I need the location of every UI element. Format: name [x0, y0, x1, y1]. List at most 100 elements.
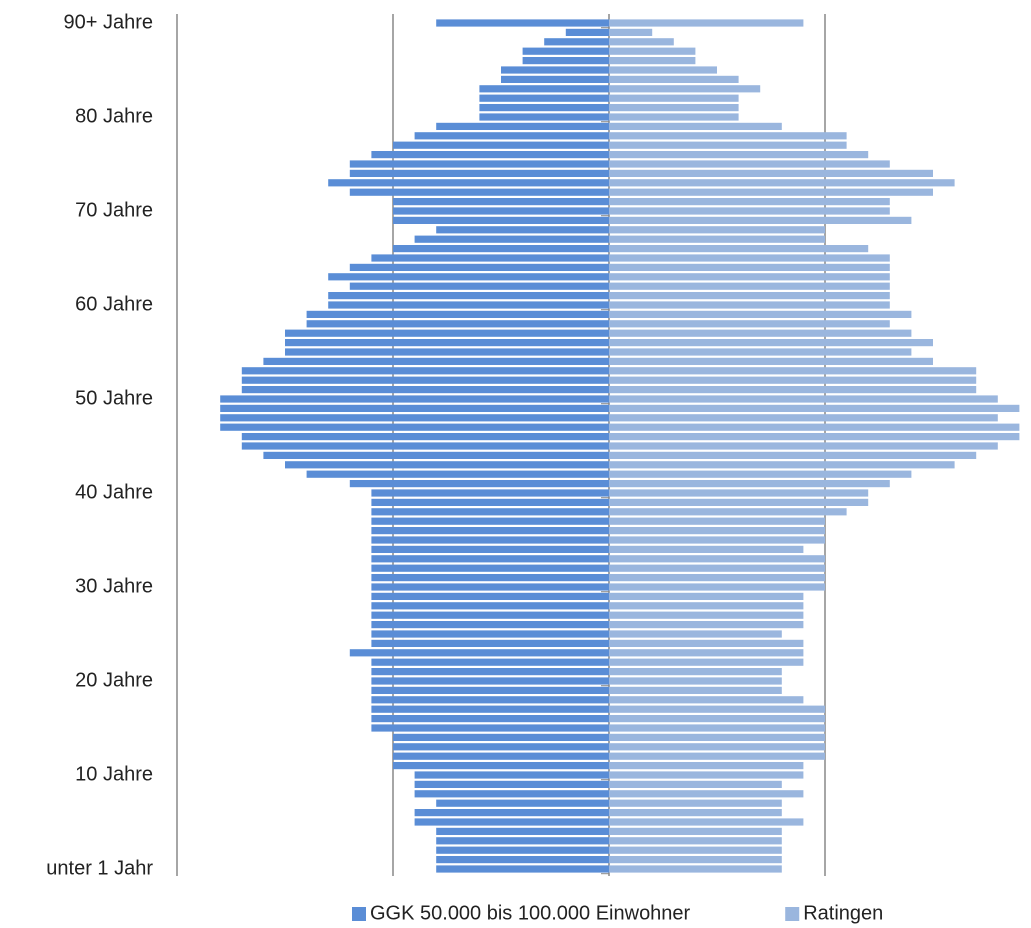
bar — [414, 780, 609, 788]
bar — [609, 809, 782, 817]
bar — [436, 837, 609, 845]
bar — [609, 113, 739, 121]
bar — [609, 856, 782, 864]
bar — [371, 508, 609, 516]
bar — [371, 574, 609, 582]
bar — [436, 865, 609, 873]
bar — [501, 66, 609, 74]
bar — [241, 376, 610, 384]
bar — [371, 639, 609, 647]
bar — [371, 498, 609, 506]
bar — [609, 602, 804, 610]
bar — [241, 442, 610, 450]
bar — [609, 630, 782, 638]
bar — [414, 818, 609, 826]
bar — [609, 752, 825, 760]
bar — [522, 47, 609, 55]
y-tick-label: 20 Jahre — [75, 669, 153, 691]
bar — [609, 122, 782, 130]
bar — [220, 414, 609, 422]
bar — [609, 235, 825, 243]
bar — [241, 367, 610, 375]
bar — [349, 649, 609, 657]
bar — [414, 132, 609, 140]
bar — [609, 169, 933, 177]
bar — [263, 357, 609, 365]
bar — [393, 141, 609, 149]
bar — [436, 799, 609, 807]
bar — [609, 771, 804, 779]
y-tick-label: 30 Jahre — [75, 575, 153, 597]
bar — [609, 386, 977, 394]
bar — [371, 724, 609, 732]
bar — [609, 94, 739, 102]
bar — [609, 611, 804, 619]
bar — [609, 489, 869, 497]
bar — [609, 536, 825, 544]
bar — [609, 216, 912, 224]
bar — [609, 132, 847, 140]
bar — [609, 480, 890, 488]
bar — [393, 743, 609, 751]
y-tick-label: unter 1 Jahr — [46, 857, 153, 879]
bar — [241, 386, 610, 394]
bar — [609, 301, 890, 309]
bar — [609, 245, 869, 253]
bar — [414, 809, 609, 817]
legend-swatch — [352, 907, 366, 921]
bar — [565, 28, 609, 36]
bar — [609, 621, 804, 629]
bar — [349, 188, 609, 196]
y-tick-label: 70 Jahre — [75, 199, 153, 221]
bar — [609, 367, 977, 375]
bar — [609, 865, 782, 873]
bar — [609, 104, 739, 112]
bar — [609, 517, 825, 525]
bar — [609, 733, 825, 741]
bar — [349, 480, 609, 488]
bar — [609, 498, 869, 506]
bar — [393, 752, 609, 760]
bar — [371, 536, 609, 544]
bar — [609, 75, 739, 83]
bar — [609, 780, 782, 788]
bar — [371, 151, 609, 159]
bar — [609, 583, 825, 591]
bar — [609, 357, 933, 365]
bar — [609, 179, 955, 187]
bar — [371, 658, 609, 666]
bar — [609, 724, 825, 732]
bar — [371, 602, 609, 610]
bar — [241, 433, 610, 441]
bar — [609, 141, 847, 149]
bar — [436, 827, 609, 835]
bar — [609, 668, 782, 676]
bar — [393, 216, 609, 224]
bar — [371, 677, 609, 685]
bar — [436, 122, 609, 130]
bar — [414, 790, 609, 798]
bar — [371, 715, 609, 723]
bar — [328, 273, 609, 281]
bar — [609, 198, 890, 206]
bar — [609, 574, 825, 582]
bar — [609, 705, 825, 713]
bar — [393, 733, 609, 741]
bar — [609, 404, 1020, 412]
bar — [328, 179, 609, 187]
bar — [349, 263, 609, 271]
bar — [609, 451, 977, 459]
legend-label: Ratingen — [803, 902, 883, 924]
bar — [371, 555, 609, 563]
bar — [371, 527, 609, 535]
bar — [371, 668, 609, 676]
bar — [349, 282, 609, 290]
bar — [371, 705, 609, 713]
bar — [609, 508, 847, 516]
bar — [609, 846, 782, 854]
bar — [609, 790, 804, 798]
bar — [371, 564, 609, 572]
bar — [263, 451, 609, 459]
bar — [609, 339, 933, 347]
bar — [436, 846, 609, 854]
